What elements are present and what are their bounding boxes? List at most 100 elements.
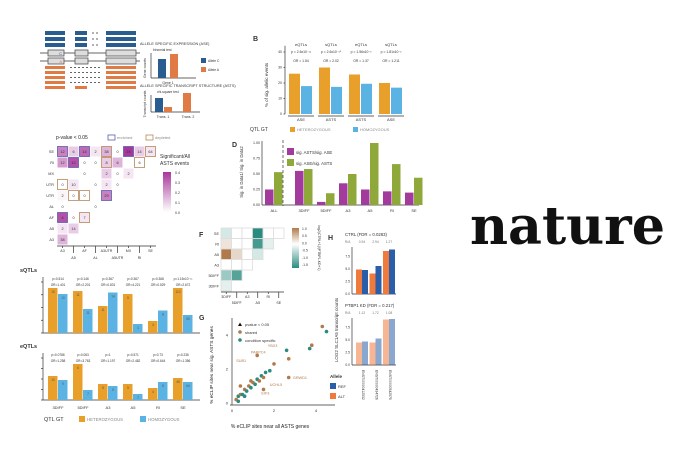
point-shared xyxy=(257,379,262,383)
text-label: sig. ASE/sig. ASTS xyxy=(296,161,332,166)
bar-heterozygous xyxy=(98,306,108,333)
heatmap-cell xyxy=(90,179,101,190)
y-tick: 4 xyxy=(226,333,229,338)
odds-ratio: OR = 1.211 xyxy=(382,59,399,63)
cell-value: 0 xyxy=(61,183,63,187)
bar-homozygous xyxy=(183,382,193,400)
isoform-exon-blue xyxy=(75,31,87,35)
x-tick: ASE xyxy=(387,117,395,122)
text-label: Gene 1 xyxy=(162,81,174,85)
count-label: 5 xyxy=(127,386,129,390)
heatmap-cell xyxy=(252,238,264,250)
heatmap-cell xyxy=(101,157,112,168)
bar-heterozygous xyxy=(73,364,83,400)
point-condition-specific xyxy=(236,399,241,404)
isoform-exon-blue xyxy=(45,43,65,47)
heatmap-cell xyxy=(241,227,253,239)
col-label: SE xyxy=(148,249,153,253)
text-label: chi-square test xyxy=(157,90,179,94)
isoform-exon-blue xyxy=(75,37,87,41)
text-label: Significant/All xyxy=(160,154,190,160)
heatmap-cell xyxy=(68,190,79,201)
cell-value: 38 xyxy=(104,150,108,154)
bar-ref xyxy=(362,341,368,365)
y-tick: 0.0 xyxy=(345,292,350,296)
subplot-title: PTBP1 KD (FDR = 0.217) xyxy=(345,303,395,308)
bar-ase-over-asts xyxy=(392,164,401,205)
legend-enriched-box xyxy=(107,134,116,141)
snp-allele: C xyxy=(59,51,62,56)
colorbar-tick: 0.2 xyxy=(175,191,180,195)
point-shared xyxy=(249,379,253,383)
bar-heterozygous xyxy=(349,74,360,114)
odds-ratio: OR=0.644 xyxy=(151,359,166,363)
bar-ref xyxy=(389,319,395,365)
panel-label: G xyxy=(199,315,205,322)
bar-ase-over-asts xyxy=(326,193,335,205)
heatmap-cell xyxy=(101,179,112,190)
odds-ratio: OR = 1.54 xyxy=(293,59,309,63)
odds-ratio: OR=4.221 xyxy=(126,283,141,287)
bar-asts-over-ase xyxy=(265,189,274,205)
row-label: SE xyxy=(214,232,220,236)
text-label: Allele A xyxy=(208,68,220,72)
text-label: sig. ASTS/sig. ASE xyxy=(296,150,332,155)
bar-ref xyxy=(362,270,368,294)
point-shared xyxy=(310,343,314,348)
asts-bar xyxy=(164,107,172,112)
isoform-exon-orange xyxy=(106,76,136,79)
text-label: HETEROZYGOUS xyxy=(87,417,123,422)
gene-exon xyxy=(105,49,137,57)
y-tick: 7.5 xyxy=(345,326,350,330)
point-condition-specific xyxy=(268,368,272,373)
heatmap-cell xyxy=(273,227,285,239)
text-label: eQTLs xyxy=(295,42,307,47)
y-tick: 40 xyxy=(278,50,282,54)
cell-value: 0 xyxy=(61,205,63,209)
count-label: 50 xyxy=(186,317,190,321)
ase-bar-a xyxy=(170,54,178,78)
heatmap-cell xyxy=(90,157,101,168)
bar-ase-over-asts xyxy=(274,172,283,205)
heatmap-cell xyxy=(231,248,243,260)
cell-value: 6 xyxy=(72,150,74,154)
isoform-exon-orange xyxy=(45,71,65,74)
point-shared xyxy=(272,362,276,366)
text-label: depleted xyxy=(155,135,170,140)
bar-heterozygous xyxy=(123,384,133,400)
legend-depleted-box xyxy=(145,134,154,141)
text-label: Transcript counts xyxy=(143,90,147,117)
legend-swatch-het xyxy=(79,416,85,422)
panel-label: B xyxy=(253,36,258,43)
heatmap-cell xyxy=(57,223,68,234)
row-label: A3 xyxy=(49,238,54,242)
gene-exon xyxy=(74,49,89,57)
bar-heterozygous xyxy=(73,291,83,333)
bar-homozygous xyxy=(301,86,312,114)
bar-alt xyxy=(356,269,362,294)
cell-value: 8 xyxy=(105,161,107,165)
chart-title: sQTLs xyxy=(20,268,37,274)
heatmap-cell xyxy=(90,201,101,212)
isoform-exon-orange xyxy=(45,76,65,79)
colorbar xyxy=(292,228,299,268)
bar-ase-over-asts xyxy=(370,143,379,205)
col-label: RI xyxy=(138,256,142,260)
p-value: p = 2.6x10⁻¹⁰ xyxy=(321,50,342,54)
y-tick: 30 xyxy=(278,66,282,70)
count-label: 11 xyxy=(76,293,80,297)
gene-label: YBX3 xyxy=(268,344,278,348)
x-tick: ASTS xyxy=(326,117,337,122)
isoform-exon-blue xyxy=(45,31,65,35)
row-label: UTR xyxy=(46,183,54,187)
p-value: p=0.0786 xyxy=(51,353,65,357)
heatmap-cell xyxy=(231,259,243,271)
cell-value: 0 xyxy=(72,194,74,198)
bar-heterozygous xyxy=(98,384,108,400)
text-label: p-value < 0.05 xyxy=(56,135,88,141)
bar-heterozygous xyxy=(173,378,183,400)
legend-swatch-hom xyxy=(140,416,146,422)
heatmap-cell xyxy=(57,212,68,223)
legend-swatch-allele-a xyxy=(201,67,206,72)
x-axis-label: % eCLIP sites near all ASTS genes xyxy=(231,424,310,430)
